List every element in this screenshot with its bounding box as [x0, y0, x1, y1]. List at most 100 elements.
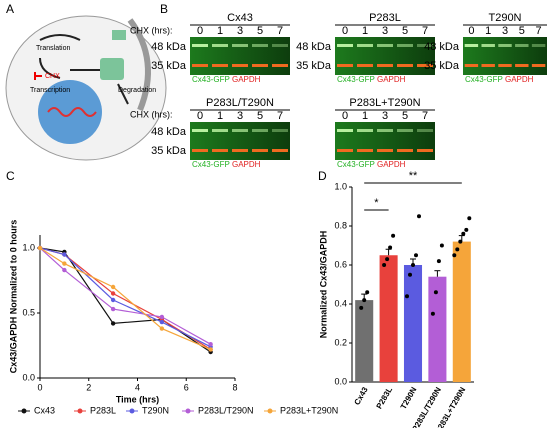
bar: [452, 241, 471, 382]
arrow: [39, 34, 129, 105]
band: [192, 64, 208, 67]
band: [397, 149, 413, 152]
sig-label: **: [409, 170, 418, 182]
marker: 48 kDa: [424, 41, 460, 53]
y-tick-label: 0.5: [22, 307, 35, 317]
band: [212, 129, 228, 132]
point: [208, 347, 213, 352]
band: [272, 44, 288, 47]
stain: Cx43-GFP: [192, 160, 230, 169]
point: [439, 243, 444, 248]
point: [62, 267, 67, 273]
y-tick-label: 0.0: [22, 372, 35, 382]
band: [498, 64, 512, 67]
point: [110, 297, 116, 303]
panel-label: D: [318, 169, 327, 183]
y-tick-label: 0.2: [334, 337, 347, 347]
time-label: 1: [217, 110, 223, 122]
point: [433, 290, 438, 295]
band: [515, 44, 529, 47]
band: [397, 44, 413, 47]
point: [388, 245, 393, 250]
point: [464, 227, 469, 232]
x-tick-label: T290N: [399, 385, 419, 410]
band: [337, 149, 353, 152]
time-label: 0: [342, 25, 348, 37]
time-label: 5: [402, 25, 408, 37]
band: [397, 129, 413, 132]
legend-label: Cx43: [34, 405, 55, 415]
band: [252, 149, 268, 152]
band: [531, 64, 546, 67]
band: [232, 44, 248, 47]
legend-label: T290N: [142, 405, 169, 415]
y-axis-label: Cx43/GAPDH Normalized to 0 hours: [8, 220, 18, 374]
blot: [335, 37, 435, 75]
blot-title: P283L/T290N: [206, 97, 274, 109]
band: [192, 129, 208, 132]
time-label: 5: [257, 25, 263, 37]
bar: [403, 265, 423, 382]
band: [212, 64, 228, 67]
band: [232, 149, 248, 152]
time-label: 7: [422, 110, 428, 122]
band: [232, 129, 248, 132]
legend-marker: [267, 408, 273, 414]
legend-marker: [77, 408, 83, 414]
time-label: 7: [277, 25, 283, 37]
protein: [112, 30, 126, 40]
point: [467, 216, 472, 221]
legend-marker: [129, 408, 135, 414]
legend-label: P283L: [90, 405, 116, 415]
band: [481, 44, 495, 47]
x-tick-label: P283L: [375, 385, 395, 410]
band: [192, 44, 208, 47]
band: [337, 44, 353, 47]
band: [417, 44, 433, 47]
y-tick-label: 0.0: [334, 376, 347, 386]
stain: GAPDH: [377, 75, 406, 84]
y-tick-label: 0.6: [334, 259, 347, 269]
band: [377, 129, 393, 132]
point: [408, 272, 412, 277]
x-tick-label: 0: [37, 382, 42, 392]
x-axis-label: Time (hrs): [116, 394, 159, 404]
blot: [190, 122, 290, 160]
chx-label: CHX (hrs):: [130, 109, 173, 119]
time-label: 1: [362, 25, 368, 37]
time-label: 5: [519, 25, 525, 37]
y-tick-label: 0.8: [334, 220, 347, 230]
point: [382, 263, 387, 267]
point: [359, 305, 364, 310]
label: Transcription: [30, 87, 70, 94]
chx-label: CHX (hrs):: [130, 25, 173, 35]
point: [208, 342, 213, 347]
band: [377, 149, 393, 152]
bar: [355, 300, 374, 382]
point: [436, 259, 441, 264]
x-tick-label: Cx43: [352, 385, 370, 407]
y-tick-label: 1.0: [22, 242, 35, 252]
time-label: 1: [362, 110, 368, 122]
bar: [379, 255, 398, 382]
band: [357, 149, 373, 152]
band: [498, 44, 512, 47]
blot: [190, 37, 290, 75]
sig-label: *: [374, 197, 379, 209]
band: [481, 64, 495, 67]
band: [232, 64, 248, 67]
x-tick-label: 2: [86, 382, 91, 392]
time-label: 3: [382, 25, 388, 37]
point: [159, 314, 165, 320]
legend-label: P283L/T290N: [198, 405, 254, 415]
time-label: 1: [485, 25, 491, 37]
time-label: 3: [502, 25, 508, 37]
band: [252, 129, 268, 132]
time-label: 3: [237, 110, 243, 122]
diagram: Translation Transcription CHX Degradatio…: [5, 15, 167, 161]
point: [62, 252, 67, 257]
point: [405, 294, 409, 299]
stain: Cx43-GFP: [465, 75, 503, 84]
